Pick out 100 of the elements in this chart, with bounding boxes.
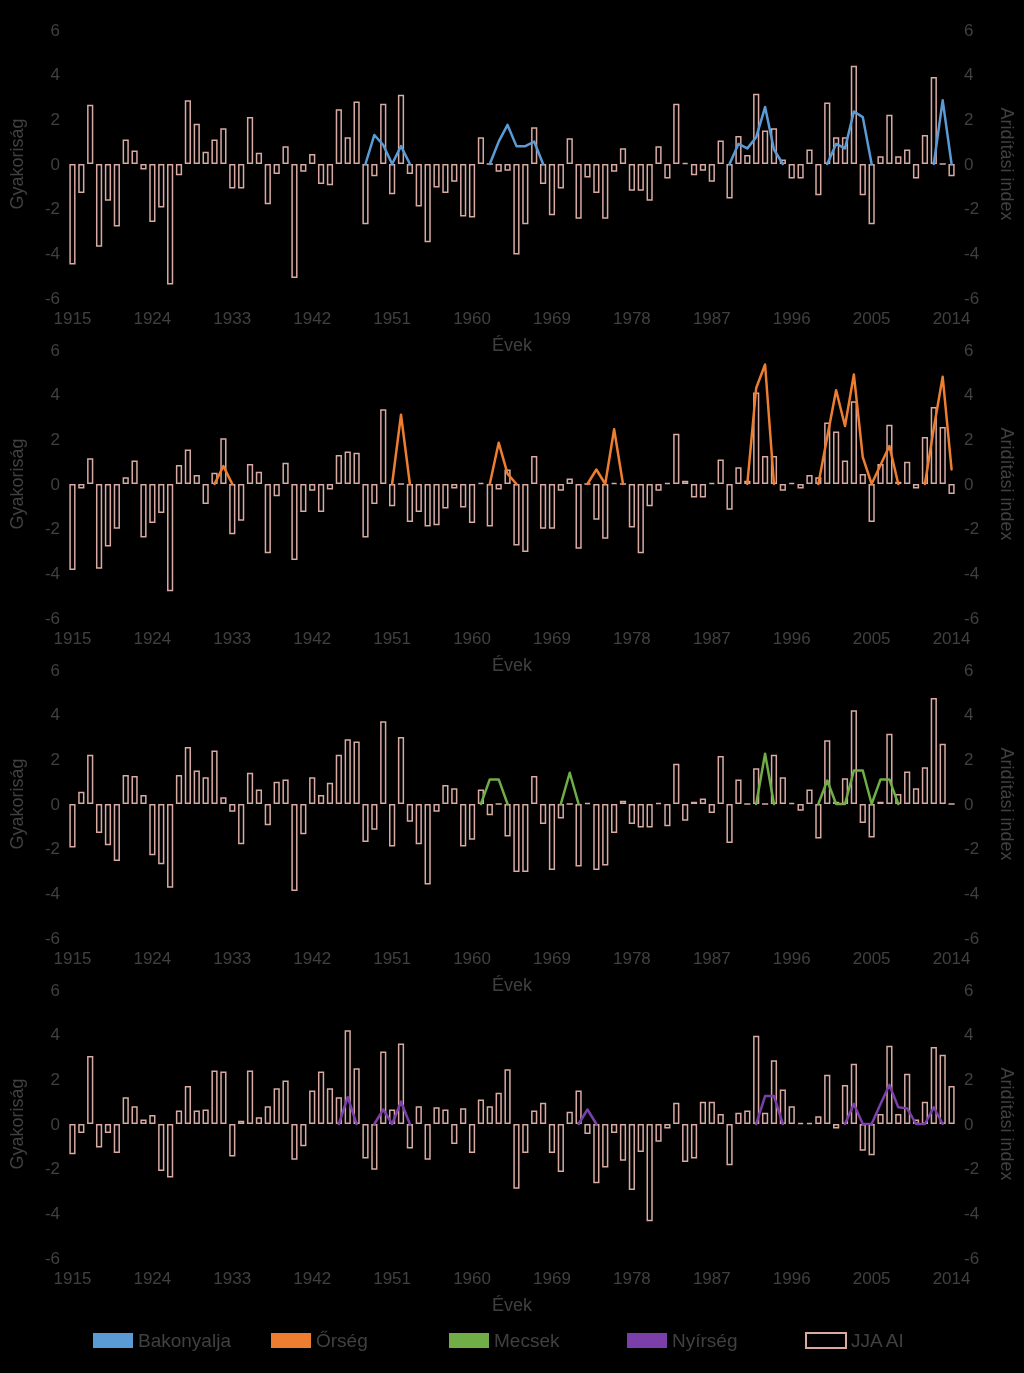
x-tick-label: 1996 xyxy=(772,309,811,328)
x-tick-label: 1924 xyxy=(133,309,172,328)
bar xyxy=(735,136,742,164)
bar xyxy=(175,1110,183,1124)
bar xyxy=(433,484,440,526)
bar xyxy=(415,804,422,845)
legend-label: Mecsek xyxy=(494,1330,560,1351)
x-tick-label: 1960 xyxy=(453,309,491,328)
bar xyxy=(539,804,547,825)
bar xyxy=(371,1124,378,1170)
bar xyxy=(300,804,307,835)
bar xyxy=(202,484,209,505)
bar xyxy=(584,164,591,178)
x-tick-label: 1960 xyxy=(453,949,491,968)
bar xyxy=(566,1111,573,1124)
bar xyxy=(202,1109,209,1124)
bar xyxy=(282,146,289,164)
bar xyxy=(886,733,893,804)
bar xyxy=(229,1124,236,1157)
bar xyxy=(841,1084,849,1124)
bar xyxy=(442,484,449,509)
bar xyxy=(522,164,529,225)
bar xyxy=(140,484,147,538)
bar xyxy=(184,1086,191,1124)
x-tick-label: 1978 xyxy=(612,1269,651,1288)
bar xyxy=(389,164,396,195)
bar xyxy=(486,484,493,527)
bar xyxy=(921,1101,929,1124)
y-tick-label: 6 xyxy=(50,340,60,360)
bar xyxy=(353,741,360,804)
bar xyxy=(602,484,609,539)
bar xyxy=(584,1124,591,1135)
bar xyxy=(362,804,369,842)
bar xyxy=(158,1124,165,1171)
bar xyxy=(504,469,511,484)
bar xyxy=(948,1086,955,1124)
bar xyxy=(131,1106,138,1124)
bar xyxy=(806,149,813,164)
bar xyxy=(841,778,849,804)
y-axis-title: Gyakoriság xyxy=(7,438,27,530)
bar xyxy=(531,776,538,804)
bar xyxy=(761,456,769,484)
bar xyxy=(824,1074,831,1124)
bar xyxy=(113,804,120,861)
bar xyxy=(95,804,103,834)
bar xyxy=(167,164,174,285)
y-tick-label: -4 xyxy=(44,243,60,263)
bar xyxy=(664,164,671,179)
bar xyxy=(309,1090,316,1124)
y2-tick-label: 6 xyxy=(964,20,974,40)
y2-tick-label: 4 xyxy=(964,65,974,85)
bar xyxy=(300,164,307,172)
bar xyxy=(682,804,689,821)
bar xyxy=(904,771,911,804)
bar xyxy=(824,422,831,484)
bar xyxy=(735,467,742,484)
bar xyxy=(184,449,191,484)
bar xyxy=(708,164,715,182)
y-tick-label: 6 xyxy=(50,660,60,680)
x-tick-label: 1960 xyxy=(453,629,491,648)
bar xyxy=(539,484,547,529)
bar xyxy=(282,462,289,484)
bar xyxy=(220,128,227,164)
bar xyxy=(406,1124,413,1149)
bar xyxy=(406,164,413,175)
bar xyxy=(726,804,733,844)
y2-tick-label: 6 xyxy=(964,660,974,680)
y2-tick-label: 2 xyxy=(964,1069,974,1089)
bar xyxy=(433,1107,440,1124)
bar xyxy=(326,164,334,186)
bar xyxy=(309,484,316,491)
y-tick-label: 4 xyxy=(50,65,60,85)
bar xyxy=(877,463,884,484)
x-tick-label: 1915 xyxy=(53,949,92,968)
y2-tick-label: -4 xyxy=(964,1203,980,1223)
x-tick-label: 1951 xyxy=(373,309,412,328)
bar xyxy=(255,152,263,164)
bar xyxy=(140,1119,147,1124)
y-tick-label: 0 xyxy=(50,794,60,814)
bar xyxy=(433,164,440,188)
bar xyxy=(939,427,946,484)
bar xyxy=(291,484,298,560)
bar xyxy=(726,164,733,199)
bar xyxy=(273,164,280,175)
bar xyxy=(415,1106,422,1124)
bar xyxy=(317,484,325,512)
bar xyxy=(841,137,849,164)
x-tick-label: 1915 xyxy=(53,629,92,648)
bar xyxy=(255,1117,263,1124)
x-tick-label: 1960 xyxy=(453,1269,491,1288)
y2-tick-label: 4 xyxy=(964,385,974,405)
bar xyxy=(238,804,245,845)
bar xyxy=(753,93,760,164)
y-tick-label: -4 xyxy=(44,563,60,583)
bar xyxy=(779,1089,786,1124)
bar xyxy=(833,137,840,164)
bar xyxy=(326,1088,334,1124)
bar xyxy=(850,710,857,804)
bar xyxy=(575,804,582,867)
bar xyxy=(380,1051,387,1124)
